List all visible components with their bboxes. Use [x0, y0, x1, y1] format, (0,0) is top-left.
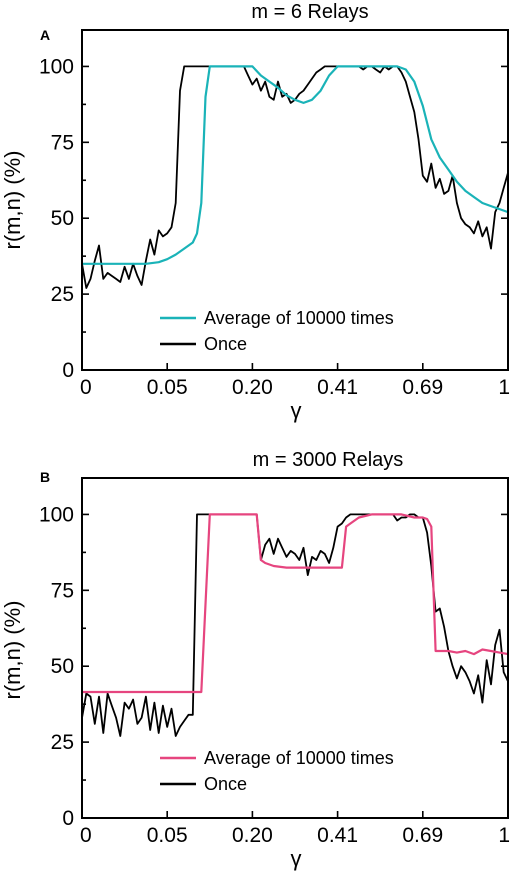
y-tick-label: 25: [51, 731, 74, 754]
panel-b-xlabel: γ: [291, 846, 302, 871]
series-line-average: [82, 65, 509, 265]
panel-a-legend: Average of 10000 times Once: [160, 308, 394, 354]
x-tick-label: 1: [498, 824, 510, 847]
panel-a-title: m = 6 Relays: [251, 1, 368, 23]
panel-a-xlabel: γ: [291, 398, 302, 423]
panel-b-series: [81, 513, 509, 737]
panel-a-series: [81, 65, 509, 289]
x-tick-label: 0.05: [147, 376, 188, 399]
x-tick-label: 0.69: [402, 824, 443, 847]
y-tick-label: 100: [39, 55, 74, 78]
legend-label: Average of 10000 times: [204, 748, 394, 768]
panel-b-ticks: 0 25 50 75 100 0 0.05 0.20 0.41 0.69 1: [39, 503, 510, 847]
x-tick-label: 0: [80, 824, 92, 847]
x-tick-label: 0.20: [232, 824, 273, 847]
panel-a-tag: A: [40, 27, 50, 43]
y-tick-label: 25: [51, 283, 74, 306]
x-tick-label: 0.69: [402, 376, 443, 399]
panel-b-tag: B: [40, 469, 50, 485]
x-tick-label: 0.41: [317, 824, 358, 847]
panel-b-title: m = 3000 Relays: [253, 449, 404, 471]
panel-a-ticks: 0 25 50 75 100 0 0.05 0.20 0.41 0.69 1: [39, 55, 510, 399]
x-tick-label: 0.20: [232, 376, 273, 399]
y-tick-label: 0: [62, 807, 74, 830]
y-tick-label: 75: [51, 131, 74, 154]
y-tick-label: 50: [51, 655, 74, 678]
panel-b-legend: Average of 10000 times Once: [160, 748, 394, 794]
panel-b-ylabel: r(m,n) (%): [0, 601, 25, 700]
legend-label: Once: [204, 334, 247, 354]
panel-b: B m = 3000 Relays r(m,n) (%) γ 025507510…: [0, 449, 510, 871]
series-line-average: [82, 513, 509, 694]
y-tick-label: 75: [51, 579, 74, 602]
panel-b-plot-frame: [81, 477, 509, 819]
x-tick-label: 0.41: [317, 376, 358, 399]
panel-a-plot-frame: [81, 29, 509, 371]
x-tick-label: 1: [498, 376, 510, 399]
legend-label: Once: [204, 774, 247, 794]
legend-label: Average of 10000 times: [204, 308, 394, 328]
x-tick-label: 0: [80, 376, 92, 399]
series-line-once: [81, 513, 509, 737]
y-tick-label: 100: [39, 503, 74, 526]
panel-a-ylabel: r(m,n) (%): [0, 151, 25, 250]
y-tick-label: 0: [62, 359, 74, 382]
x-tick-label: 0.05: [147, 824, 188, 847]
y-tick-label: 50: [51, 207, 74, 230]
